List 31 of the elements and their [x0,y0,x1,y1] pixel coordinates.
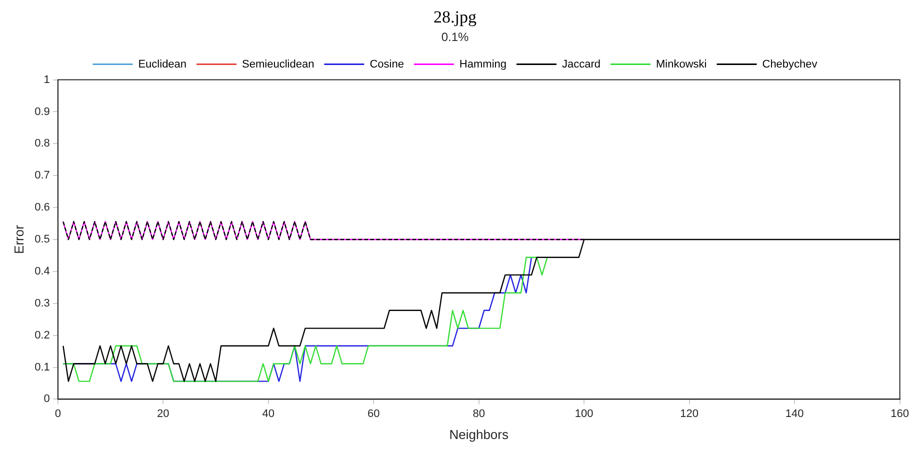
y-tick-label: 0.3 [34,297,50,310]
x-tick-label: 80 [472,408,485,420]
legend-label: Euclidean [138,58,187,70]
y-tick-label: 0.8 [34,138,50,150]
y-tick-label: 0.7 [34,170,50,182]
x-tick-label: 60 [367,408,380,420]
x-tick-label: 160 [890,408,910,420]
legend-label: Chebychev [762,58,818,70]
chart-title: 28.jpg [434,8,477,27]
legend-label: Semieuclidean [242,58,314,70]
x-tick-label: 120 [680,408,699,420]
y-tick-label: 0.1 [34,361,50,374]
legend-label: Hamming [459,58,507,70]
x-tick-label: 20 [157,408,170,420]
y-tick-label: 0.6 [34,202,50,214]
x-tick-label: 40 [262,408,274,420]
legend-label: Cosine [370,58,404,70]
x-tick-label: 140 [785,408,804,420]
chart-subtitle: 0.1% [441,30,469,44]
y-tick-label: 0.9 [34,106,50,118]
y-tick-label: 1 [44,74,50,86]
legend-label: Minkowski [656,58,707,70]
y-tick-label: 0 [44,393,50,406]
y-tick-label: 0.4 [34,265,50,278]
y-axis-title: Error [11,224,26,254]
y-tick-label: 0.5 [34,234,50,246]
legend-label: Jaccard [562,58,601,70]
x-tick-label: 0 [54,408,61,420]
x-tick-label: 100 [574,408,594,420]
y-tick-label: 0.2 [34,329,50,342]
x-axis-title: Neighbors [449,426,509,442]
